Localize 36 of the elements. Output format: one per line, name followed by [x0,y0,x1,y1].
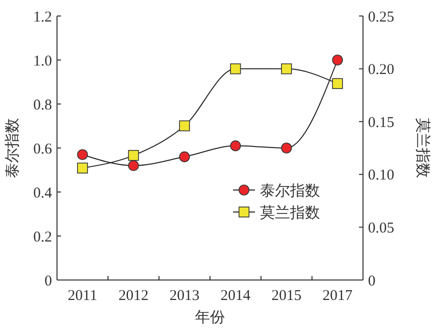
x-tick-label: 2012 [118,288,148,304]
point [230,63,241,74]
point [179,120,190,132]
y2-tick-label: 0 [368,273,376,290]
x-tick-label: 2014 [220,288,251,304]
y-tick-label: 1.0 [33,53,52,70]
y2-tick-label: 0.15 [368,114,394,131]
point [77,149,88,160]
point [332,54,343,66]
y2-tick-label: 0.05 [368,220,394,236]
point [332,78,343,89]
y-tick-label: 0.4 [33,185,52,202]
point [128,160,139,171]
x-tick-label: 2015 [272,288,302,304]
y-tick-label: 0.8 [33,97,52,114]
legend-label: 泰尔指数 [260,182,320,200]
y2-tick-label: 0.10 [368,168,394,184]
y-axis-title: 泰尔指数 [4,118,21,178]
y-tick-label: 0.2 [33,229,52,246]
y2-tick-label: 0.20 [368,62,394,78]
point [281,63,292,74]
y-tick-label: 0 [44,273,52,290]
x-axis-title: 年份 [195,309,225,326]
point [179,151,190,162]
x-tick-label: 2011 [68,288,98,304]
x-tick-label: 2013 [170,288,200,304]
legend-label: 莫兰指数 [260,204,320,222]
point [128,150,139,161]
point [281,142,292,154]
point [230,140,241,152]
y-tick-label: 0.6 [33,141,52,158]
x-tick-label: 2017 [322,288,353,304]
point [77,162,88,174]
y-tick-label: 1.2 [33,9,52,26]
y2-axis-title: 莫兰指数 [414,118,431,178]
y2-tick-label: 0.25 [368,9,394,26]
